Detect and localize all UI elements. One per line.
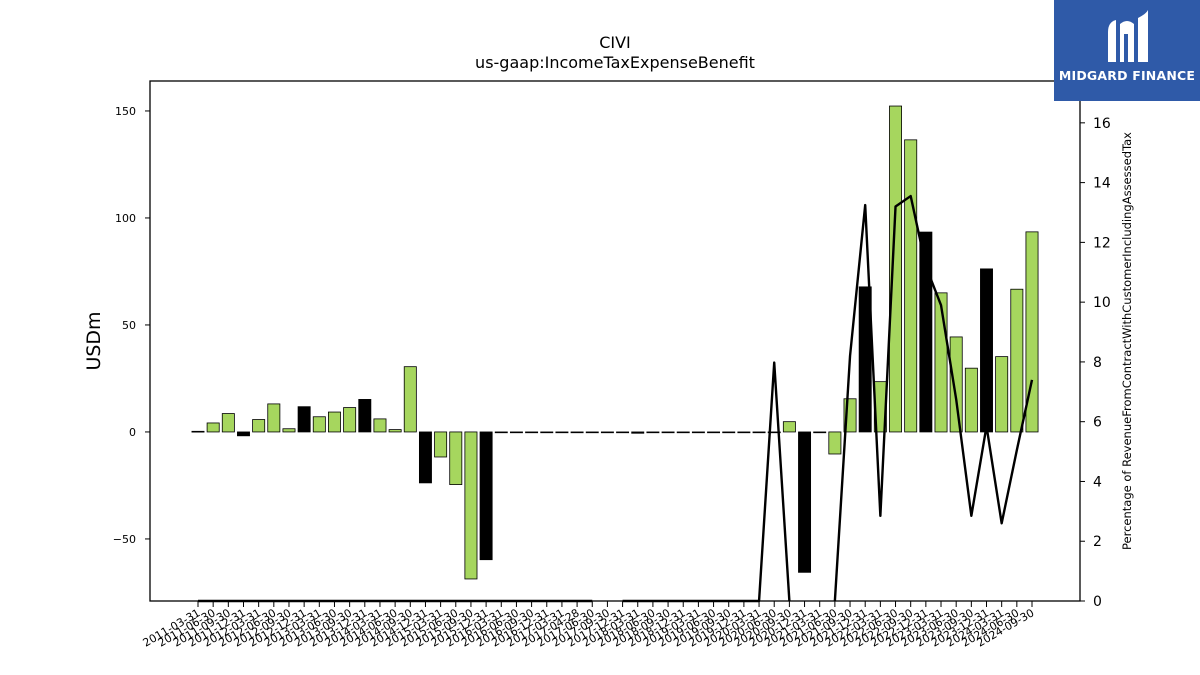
bar <box>403 366 417 433</box>
bar <box>707 431 721 434</box>
bar <box>464 431 478 580</box>
plot-frame <box>149 80 1081 602</box>
bar <box>509 431 523 434</box>
bar <box>449 431 463 485</box>
bar <box>585 431 599 434</box>
bar <box>676 431 690 434</box>
brand-logo: MIDGARD FINANCE <box>1054 0 1200 101</box>
bar <box>722 431 736 434</box>
y-tick-label: 0 <box>129 426 136 439</box>
bar <box>934 292 948 433</box>
bar <box>570 431 584 434</box>
bar <box>297 406 311 433</box>
bar <box>767 431 781 434</box>
bar <box>237 431 250 437</box>
y-tick-label: 50 <box>122 319 136 332</box>
bar <box>540 431 554 434</box>
y2-tick-label: 16 <box>1093 116 1111 132</box>
bar <box>798 431 812 573</box>
y2-axis-label: Percentage of RevenueFromContractWithCus… <box>1120 132 1134 550</box>
bar <box>919 231 933 433</box>
bar <box>282 428 296 433</box>
y-axis-label: USDm <box>83 311 105 370</box>
y-tick-label: 100 <box>115 212 136 225</box>
bar <box>646 431 660 434</box>
bar <box>525 431 539 434</box>
bar <box>252 419 266 433</box>
bar <box>661 431 675 434</box>
y-tick-label: −50 <box>113 533 136 546</box>
bar <box>964 367 978 433</box>
y2-tick-label: 12 <box>1093 235 1111 251</box>
bar <box>889 105 902 433</box>
bar <box>434 431 448 458</box>
bar <box>995 356 1009 433</box>
bar <box>828 431 842 455</box>
bar <box>691 431 705 434</box>
bar <box>373 418 387 433</box>
bar <box>1010 288 1024 433</box>
bar <box>737 431 751 434</box>
bar <box>631 431 645 434</box>
bar <box>206 422 220 433</box>
bar <box>312 416 326 433</box>
chart-subtitle: us-gaap:IncomeTaxExpenseBenefit <box>475 53 755 72</box>
brand-mark-icon <box>1108 10 1148 62</box>
y2-tick-label: 0 <box>1093 594 1102 610</box>
bar <box>600 431 614 434</box>
bars-group <box>191 105 1039 580</box>
y2-tick-label: 4 <box>1093 474 1102 490</box>
bar <box>388 429 402 433</box>
y2-tick-label: 10 <box>1093 295 1111 311</box>
bar <box>328 411 341 433</box>
bar <box>813 431 827 434</box>
bar <box>418 431 432 484</box>
bar <box>1025 231 1039 433</box>
bar <box>949 336 963 433</box>
y-tick-label: 150 <box>115 105 136 118</box>
bar <box>479 431 493 561</box>
bar <box>221 413 235 433</box>
axes-group: −5005010015002468101214162011-03-312011-… <box>113 80 1111 650</box>
chart-title: CIVI <box>599 33 631 52</box>
bar <box>980 268 993 433</box>
bar <box>555 431 569 434</box>
y2-tick-label: 6 <box>1093 415 1102 431</box>
y2-tick-label: 14 <box>1093 176 1111 192</box>
y2-tick-label: 2 <box>1093 534 1102 550</box>
bar <box>358 399 372 433</box>
bar <box>782 421 796 433</box>
bar <box>904 139 918 433</box>
bar <box>494 431 508 434</box>
bar <box>858 286 872 433</box>
brand-name: MIDGARD FINANCE <box>1058 68 1196 83</box>
y2-tick-label: 8 <box>1093 355 1102 371</box>
bar <box>616 431 630 434</box>
bar <box>191 430 205 433</box>
bar <box>343 407 357 433</box>
bar <box>267 403 281 433</box>
bar <box>752 431 766 434</box>
